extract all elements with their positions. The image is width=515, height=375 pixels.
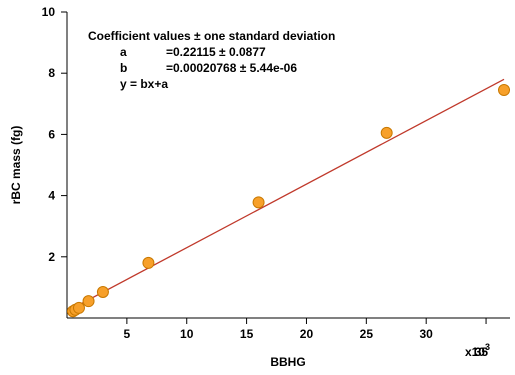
x-tick-label: 5 bbox=[124, 327, 131, 341]
data-point bbox=[82, 295, 95, 308]
x-tick-label: 20 bbox=[300, 327, 314, 341]
x-tick-label: 25 bbox=[360, 327, 374, 341]
annotation-b-name: b bbox=[120, 61, 127, 75]
x-tick-label: 35 bbox=[475, 345, 489, 359]
y-tick-label: 10 bbox=[42, 5, 56, 19]
x-axis-title: BBHG bbox=[270, 355, 305, 369]
fit-line bbox=[70, 78, 505, 310]
annotation-a-name: a bbox=[120, 45, 127, 59]
annotation-b-value: =0.00020768 ± 5.44e-06 bbox=[166, 61, 297, 75]
x-tick-label: 30 bbox=[420, 327, 434, 341]
data-point bbox=[380, 126, 393, 139]
x-ticks: 5 10 15 20 25 30 35 bbox=[124, 318, 489, 359]
annotation-box: Coefficient values ± one standard deviat… bbox=[88, 29, 335, 91]
annotation-a-value: =0.22115 ± 0.0877 bbox=[166, 45, 266, 59]
x-axis-scale-multiplier: x10 bbox=[465, 345, 485, 359]
x-tick-label: 10 bbox=[180, 327, 194, 341]
y-tick-label: 8 bbox=[48, 66, 55, 80]
data-point bbox=[96, 285, 109, 298]
annotation-equation: y = bx+a bbox=[120, 77, 168, 91]
y-tick-label: 4 bbox=[48, 189, 55, 203]
y-axis-title: rBC mass (fg) bbox=[9, 126, 23, 205]
y-ticks: 2 4 6 8 10 bbox=[42, 5, 67, 264]
data-point bbox=[498, 84, 511, 97]
data-point bbox=[142, 256, 155, 269]
annotation-heading: Coefficient values ± one standard deviat… bbox=[88, 29, 335, 43]
data-point bbox=[252, 196, 265, 209]
data-point bbox=[72, 301, 85, 314]
y-tick-label: 2 bbox=[48, 250, 55, 264]
data-points bbox=[66, 84, 511, 318]
x-axis-scale-exponent: 3 bbox=[485, 342, 490, 352]
x-axis-scale-label: x103 bbox=[465, 342, 490, 359]
x-tick-label: 15 bbox=[240, 327, 254, 341]
y-tick-label: 6 bbox=[48, 127, 55, 141]
